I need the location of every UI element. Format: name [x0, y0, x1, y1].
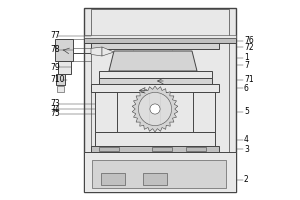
Text: 74: 74 — [50, 104, 60, 114]
Bar — [84, 8, 236, 192]
Polygon shape — [132, 86, 178, 132]
Bar — [152, 147, 172, 151]
Bar — [84, 38, 236, 43]
Polygon shape — [102, 47, 114, 56]
Text: 6: 6 — [244, 84, 249, 93]
Bar — [143, 173, 167, 185]
Text: 78: 78 — [50, 46, 60, 54]
Text: 3: 3 — [244, 144, 249, 154]
Bar — [99, 78, 212, 84]
Text: 5: 5 — [244, 108, 249, 116]
Text: 75: 75 — [50, 110, 60, 118]
Text: 1: 1 — [244, 53, 249, 62]
Polygon shape — [109, 51, 197, 71]
Bar — [91, 43, 219, 49]
Bar — [99, 71, 212, 78]
Bar — [186, 147, 206, 151]
Bar — [99, 147, 119, 151]
Text: 76: 76 — [244, 36, 254, 45]
Bar — [57, 86, 64, 92]
Bar — [91, 9, 229, 191]
Bar — [95, 132, 215, 146]
Text: 73: 73 — [50, 99, 60, 108]
Text: 710: 710 — [50, 75, 64, 84]
Bar — [91, 84, 219, 92]
Text: 7: 7 — [244, 60, 249, 70]
Text: 77: 77 — [50, 31, 60, 40]
Bar — [95, 92, 117, 132]
Bar — [84, 152, 236, 192]
Circle shape — [150, 104, 160, 114]
Bar — [101, 173, 125, 185]
Bar — [193, 92, 215, 132]
Bar — [56, 74, 65, 85]
Text: 72: 72 — [244, 43, 254, 51]
Text: 4: 4 — [244, 136, 249, 144]
Bar — [84, 35, 236, 38]
Polygon shape — [91, 47, 102, 56]
Bar — [92, 160, 226, 188]
Circle shape — [138, 92, 172, 126]
Bar — [55, 39, 73, 61]
Bar — [91, 146, 219, 152]
Bar — [58, 61, 71, 74]
Text: 2: 2 — [244, 176, 249, 184]
Text: 79: 79 — [50, 62, 60, 72]
Text: 71: 71 — [244, 75, 254, 84]
